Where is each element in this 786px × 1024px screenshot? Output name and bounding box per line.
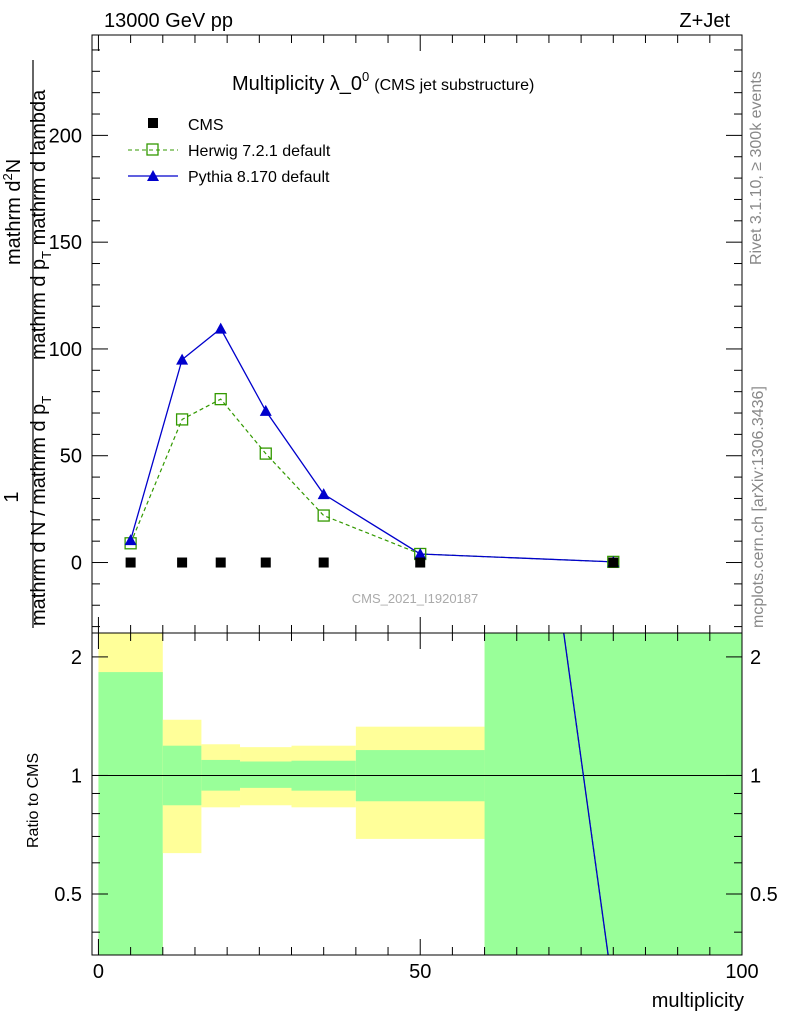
ratio-lines	[563, 632, 609, 956]
ratio-band-green-0	[98, 672, 163, 955]
cms-marker-0	[125, 557, 136, 568]
pythia-marker-2	[214, 322, 227, 334]
header-left: 13000 GeV pp	[104, 10, 233, 32]
pythia-marker-5	[414, 547, 427, 559]
legend-marker-herwig	[146, 143, 159, 156]
legend-label-herwig: Herwig 7.2.1 default	[188, 143, 331, 160]
ratio-xtick-label-2: 100	[725, 961, 758, 983]
main-ytick-label-1: 50	[60, 446, 82, 468]
cms-marker-4	[318, 557, 329, 568]
pythia-marker-1	[176, 353, 189, 365]
ratio-ytick-label-right-1: 1	[750, 765, 761, 787]
analysis-watermark: CMS_2021_I1920187	[352, 591, 479, 606]
main-ylabel: 1 mathrm d2N mathrm d pT mathrm d lambda…	[0, 60, 54, 628]
main-ytick-label-2: 100	[49, 339, 82, 361]
cms-marker-5	[415, 557, 426, 568]
ylabel-numerator-1: 1	[1, 491, 23, 502]
cms-marker-1	[177, 557, 188, 568]
chart-title: Multiplicity λ_00(CMS jet substructure)	[232, 69, 534, 95]
herwig-marker-3	[259, 447, 272, 460]
legend: CMS Herwig 7.2.1 default Pythia 8.170 de…	[128, 117, 331, 186]
ratio-ytick-label-left-1: 1	[71, 765, 82, 787]
legend-marker-pythia	[147, 170, 159, 181]
ylabel-denominator: mathrm d N / mathrm d pT	[28, 396, 54, 626]
ratio-ytick-label-right-0: 0.5	[750, 884, 778, 906]
cms-marker-6	[608, 557, 619, 568]
ratio-band-green-6	[484, 633, 742, 955]
main-ytick-label-3: 150	[49, 232, 82, 254]
ratio-ylabel: Ratio to CMS	[25, 753, 42, 848]
herwig-marker-4	[317, 509, 330, 522]
legend-marker-cms	[148, 118, 158, 128]
pythia-marker-4	[317, 488, 330, 500]
ratio-xtick-label-0: 0	[93, 961, 104, 983]
ratio-ytick-label-left-2: 2	[71, 647, 82, 669]
ylabel-numerator-2: mathrm d2N	[0, 159, 25, 265]
pythia-marker-0	[124, 534, 137, 546]
cms-marker-3	[260, 557, 271, 568]
main-plot-frame	[91, 34, 743, 634]
ratio-ytick-label-left-0: 0.5	[54, 884, 82, 906]
ratio-line-pythia	[563, 632, 609, 956]
legend-label-pythia: Pythia 8.170 default	[188, 169, 330, 186]
pythia-marker-3	[259, 404, 272, 416]
herwig-marker-2	[214, 392, 227, 406]
ratio-bands	[98, 633, 742, 955]
axes: 0 50 100 150 200 0 50 100 0.5 0.5 1 1 2 2	[49, 35, 778, 983]
cms-marker-2	[215, 557, 226, 568]
main-ytick-label-0: 0	[71, 553, 82, 575]
main-series	[124, 322, 620, 569]
ratio-band-green-3	[240, 761, 292, 788]
legend-label-cms: CMS	[188, 117, 224, 134]
ratio-xtick-label-1: 50	[409, 961, 431, 983]
side-label-mcplots: mcplots.cern.ch [arXiv:1306.3436]	[750, 386, 767, 628]
ratio-ytick-label-right-2: 2	[750, 647, 761, 669]
herwig-marker-1	[175, 413, 189, 426]
side-label-rivet: Rivet 3.1.10, ≥ 300k events	[748, 71, 765, 265]
ratio-xlabel: multiplicity	[652, 990, 744, 1012]
main-ytick-label-4: 200	[49, 125, 82, 147]
header-right: Z+Jet	[679, 10, 730, 32]
